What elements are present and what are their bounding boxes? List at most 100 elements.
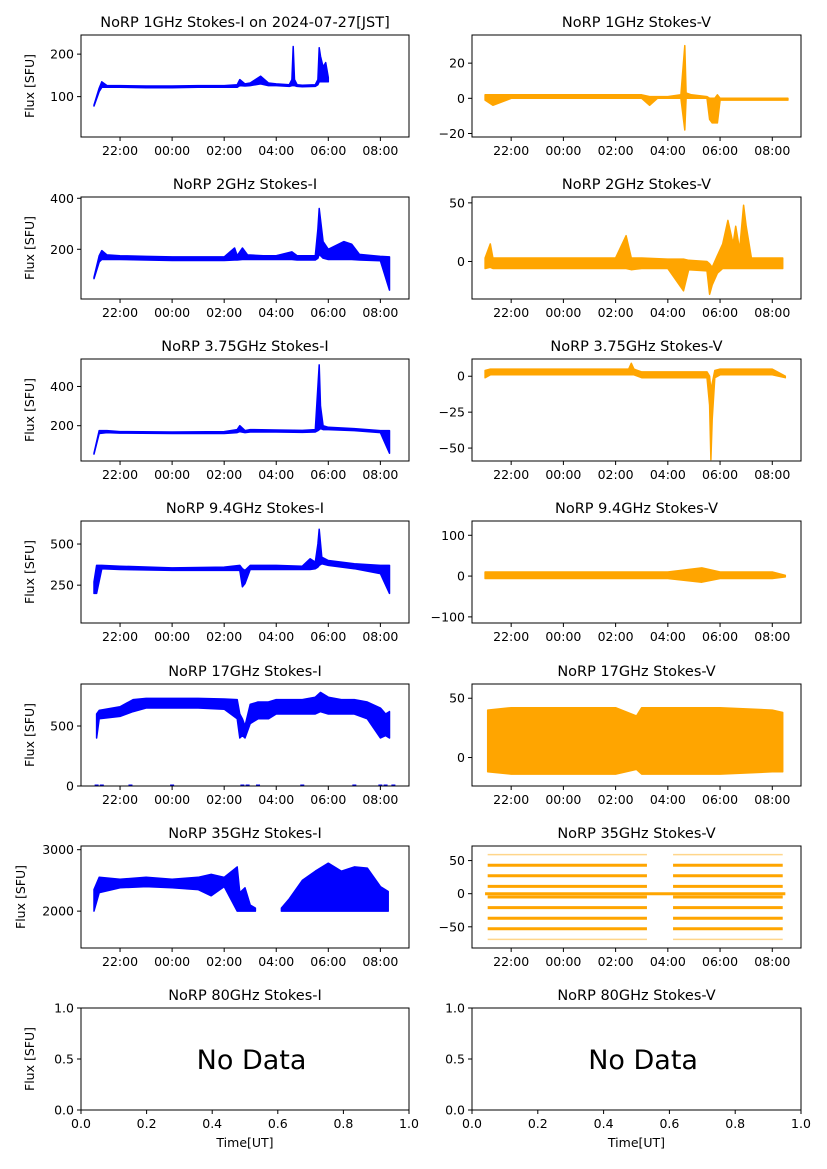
chart-panel: 22:00 00:00 02:00 04:00 06:00 08:00 0 50 NoRP 2G… [449, 177, 802, 320]
y-tick-label: 250 [50, 578, 74, 593]
y-tick-label: 200 [50, 47, 74, 62]
chart-panel: 22:00 00:00 02:00 04:00 06:00 08:00 −20 0 20 NoRP… [439, 15, 802, 158]
x-tick-label: 08:00 [362, 143, 398, 158]
plot-area [484, 567, 787, 583]
data-point [378, 784, 383, 786]
x-tick-label: 0.6 [268, 1116, 288, 1131]
x-tick-label: 08:00 [754, 954, 790, 969]
x-tick-label: 06:00 [310, 143, 346, 158]
y-axis-label: Flux [SFU] [22, 540, 37, 604]
plot-area [94, 691, 396, 786]
x-tick-label: 02:00 [598, 305, 634, 320]
y-axis-label: Flux [SFU] [13, 865, 28, 929]
axes-frame [471, 196, 802, 300]
no-data-annotation: No Data [588, 1045, 698, 1076]
x-tick-label: 00:00 [154, 467, 190, 482]
x-tick-label: 08:00 [362, 629, 398, 644]
chart-title: NoRP 1GHz Stokes-I on 2024-07-27[JST] [100, 15, 390, 31]
plot-area [484, 44, 789, 131]
data-series-stokes-i [280, 862, 389, 912]
y-tick-label: 200 [50, 418, 74, 433]
plot-area [484, 362, 787, 461]
y-tick-label: 0 [457, 569, 465, 584]
y-tick-label: 1.0 [54, 1001, 74, 1016]
y-tick-label: 400 [50, 379, 74, 394]
x-tick-label: 0.0 [71, 1116, 91, 1131]
data-point [170, 784, 175, 786]
x-tick-label: 22:00 [493, 629, 529, 644]
chart-panel: 22:00 00:00 02:00 04:00 06:00 08:00 200 400 NoRP… [22, 339, 410, 482]
axes-frame [471, 520, 802, 624]
chart-title: NoRP 35GHz Stokes-V [557, 826, 715, 842]
axes-frame [80, 520, 410, 624]
chart-title: NoRP 35GHz Stokes-I [168, 826, 322, 842]
y-tick-label: 0 [457, 886, 465, 901]
chart-title: NoRP 3.75GHz Stokes-I [161, 339, 328, 355]
axes-frame [80, 683, 410, 787]
y-tick-label: 1.0 [445, 1001, 465, 1016]
x-tick-label: 22:00 [493, 467, 529, 482]
x-tick-label: 08:00 [754, 305, 790, 320]
x-tick-label: 04:00 [258, 305, 294, 320]
chart-title: NoRP 17GHz Stokes-V [557, 664, 715, 680]
y-tick-label: 0.0 [54, 1103, 74, 1118]
x-tick-label: 04:00 [258, 467, 294, 482]
chart-title: NoRP 2GHz Stokes-V [562, 177, 711, 193]
data-series-stokes-i [93, 207, 391, 291]
x-tick-label: 0.4 [594, 1116, 614, 1131]
y-axis-label: Flux [SFU] [22, 54, 37, 118]
x-tick-label: 06:00 [310, 305, 346, 320]
x-tick-label: 0.2 [528, 1116, 548, 1131]
plot-area [485, 853, 786, 941]
chart-panel: 22:00 00:00 02:00 04:00 06:00 08:00 200 400 NoRP… [22, 177, 410, 320]
y-tick-label: 0 [66, 779, 74, 794]
x-tick-label: 08:00 [754, 629, 790, 644]
chart-panel: 22:00 00:00 02:00 04:00 06:00 08:00 2000 3000 No… [13, 826, 410, 969]
chart-title: NoRP 80GHz Stokes-I [168, 988, 322, 1004]
y-tick-label: 200 [50, 242, 74, 257]
y-tick-label: −20 [439, 126, 465, 141]
data-point [383, 784, 388, 786]
x-tick-label: 02:00 [206, 467, 242, 482]
axes-frame [471, 845, 802, 949]
y-tick-label: 0.5 [445, 1052, 465, 1067]
x-tick-label: 08:00 [754, 467, 790, 482]
y-tick-label: −50 [439, 441, 465, 456]
y-tick-label: 3000 [42, 842, 74, 857]
chart-panel: 22:00 00:00 02:00 04:00 06:00 08:00 0 50 NoRP 17… [449, 664, 802, 807]
data-series-stokes-i [93, 45, 330, 107]
data-point [128, 784, 133, 786]
x-tick-label: 06:00 [702, 467, 738, 482]
y-tick-label: 50 [449, 195, 465, 210]
y-tick-label: −100 [431, 609, 465, 624]
x-tick-label: 02:00 [598, 467, 634, 482]
x-tick-label: 04:00 [258, 954, 294, 969]
y-axis-label: Flux [SFU] [22, 378, 37, 442]
axes-frame [80, 34, 410, 138]
x-tick-label: 22:00 [102, 954, 138, 969]
y-tick-label: 100 [441, 528, 465, 543]
axes-frame [471, 358, 802, 462]
y-tick-label: 50 [449, 853, 465, 868]
x-tick-label: 06:00 [702, 629, 738, 644]
x-tick-label: 04:00 [650, 143, 686, 158]
x-tick-label: 22:00 [102, 305, 138, 320]
x-tick-label: 06:00 [702, 954, 738, 969]
chart-title: NoRP 9.4GHz Stokes-V [555, 501, 718, 517]
chart-title: NoRP 17GHz Stokes-I [168, 664, 322, 680]
y-tick-label: 0 [457, 369, 465, 384]
x-tick-label: 22:00 [102, 467, 138, 482]
x-tick-label: 06:00 [310, 629, 346, 644]
x-tick-label: 0.8 [725, 1116, 745, 1131]
x-tick-label: 04:00 [258, 792, 294, 807]
data-series-stokes-v [484, 204, 784, 296]
x-tick-label: 00:00 [545, 305, 581, 320]
axes-frame [471, 34, 802, 138]
data-series-stokes-i [93, 364, 391, 455]
axes-frame [80, 358, 410, 462]
plot-area [93, 862, 389, 912]
x-tick-label: 02:00 [206, 629, 242, 644]
y-tick-label: 100 [50, 89, 74, 104]
y-tick-label: 500 [50, 719, 74, 734]
